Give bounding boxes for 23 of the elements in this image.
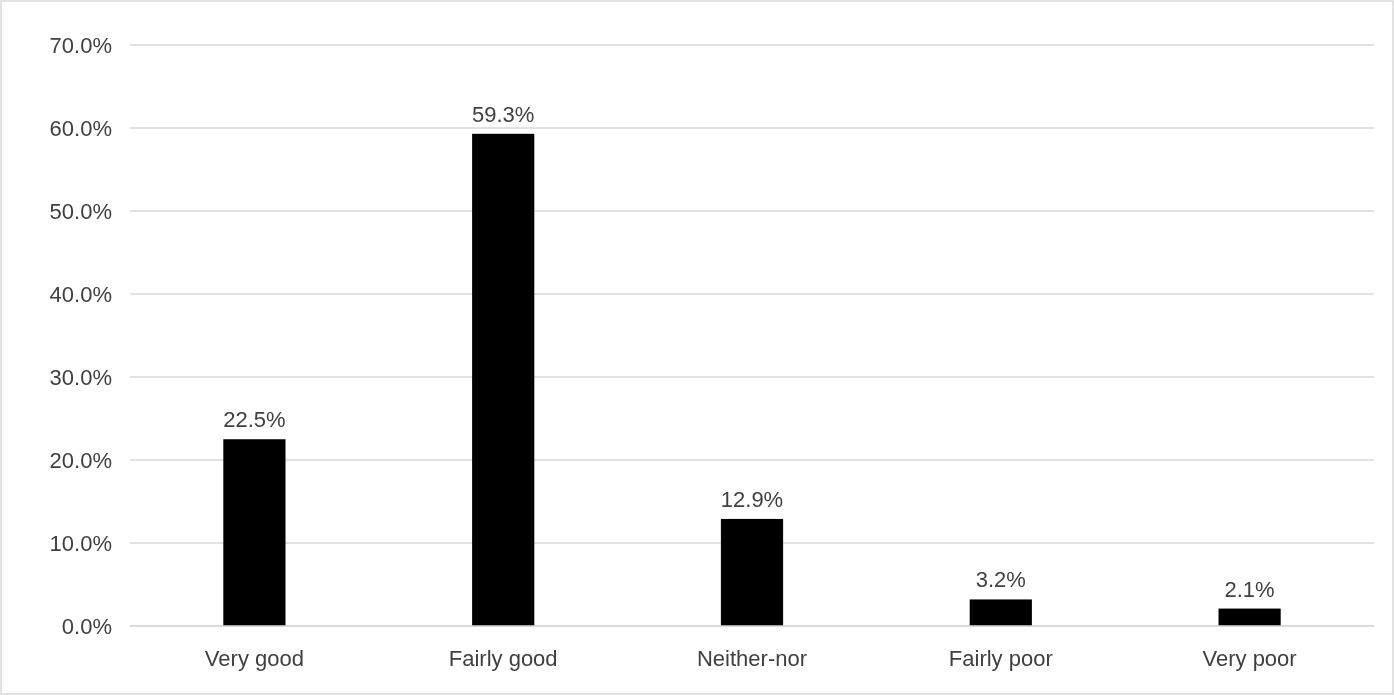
data-label: 3.2% — [975, 567, 1026, 593]
bar — [223, 439, 286, 626]
bar — [720, 518, 784, 626]
x-tick-label: Neither-nor — [696, 646, 808, 671]
bar — [969, 599, 1032, 626]
data-label: 22.5% — [223, 407, 286, 433]
x-tick-label: Fairly good — [448, 646, 558, 671]
y-tick-label: 0.0% — [61, 613, 112, 639]
y-tick-label: 50.0% — [49, 198, 112, 224]
x-tick-label: Very good — [204, 646, 304, 671]
x-tick-label: Very poor — [1202, 646, 1297, 671]
y-tick-label: 20.0% — [49, 447, 112, 473]
y-tick-label: 10.0% — [49, 530, 112, 556]
x-tick-label: Fairly poor — [948, 646, 1053, 671]
data-label: 59.3% — [472, 101, 535, 127]
data-label: 12.9% — [720, 486, 784, 512]
bar — [472, 133, 535, 626]
data-label: 2.1% — [1224, 576, 1275, 602]
y-tick-label: 30.0% — [49, 364, 112, 390]
y-tick-label: 60.0% — [49, 115, 112, 141]
y-tick-label: 70.0% — [49, 32, 112, 58]
y-tick-label: 40.0% — [49, 281, 112, 307]
bar — [1218, 608, 1281, 626]
